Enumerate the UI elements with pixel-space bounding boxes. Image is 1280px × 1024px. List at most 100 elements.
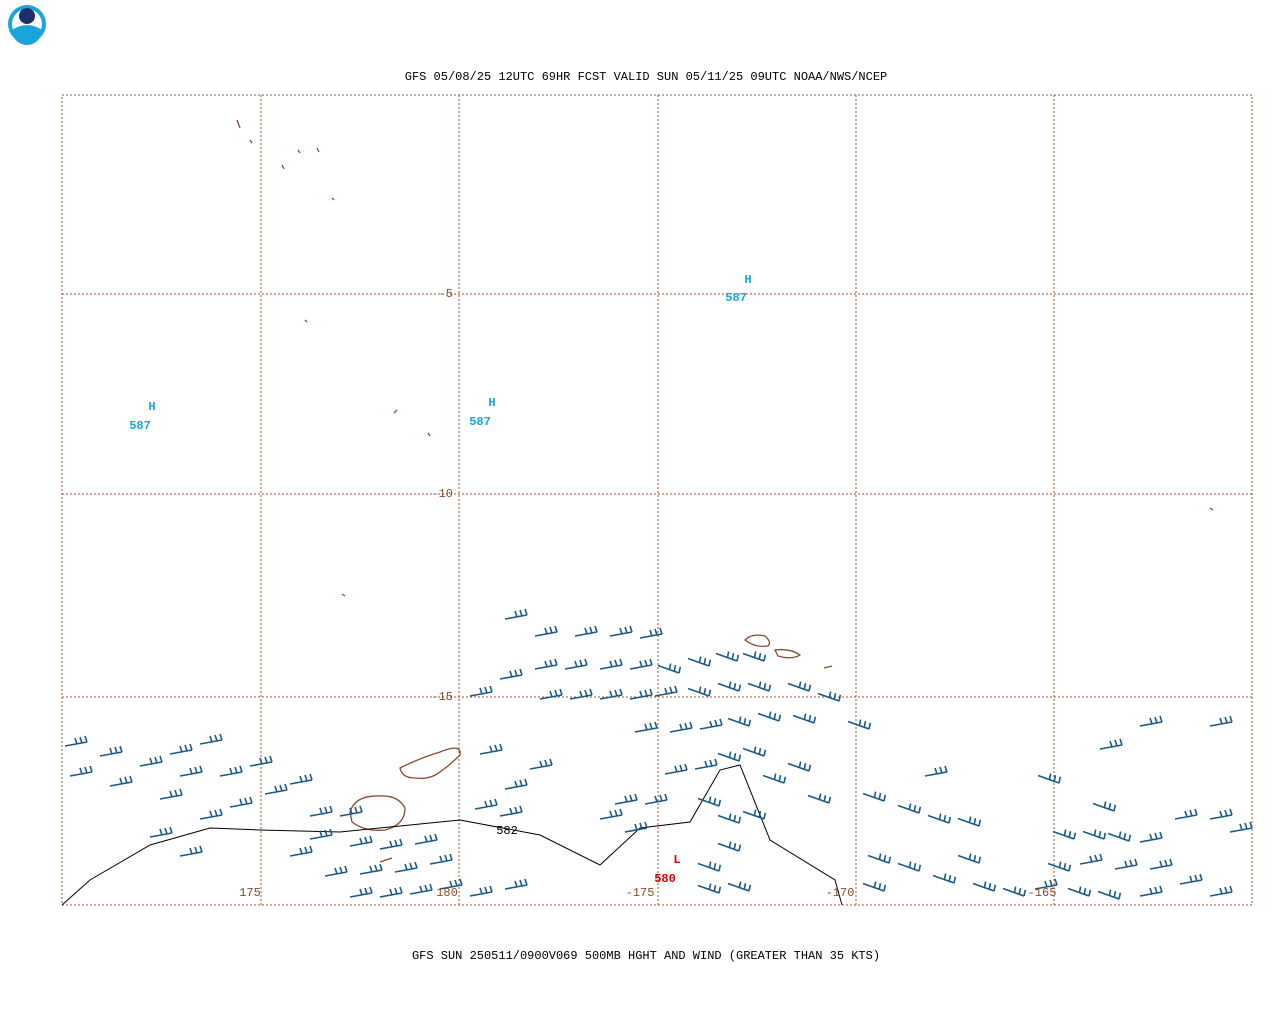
barb-shape [359, 863, 383, 875]
wind-barb [699, 718, 723, 730]
wind-barb [139, 755, 163, 767]
wind-barb [1082, 829, 1107, 840]
wind-barb [109, 775, 133, 787]
barb-shape [289, 773, 313, 785]
barb-shape [574, 625, 598, 637]
wind-barb [359, 863, 383, 875]
barb-shape [439, 878, 463, 890]
barb-shape [1149, 858, 1173, 870]
wind-barb [624, 821, 648, 833]
wind-barb [747, 681, 772, 692]
barb-shape [534, 658, 558, 670]
barb-shape [654, 685, 678, 697]
wind-barb [697, 883, 722, 894]
barb-shape [742, 746, 767, 757]
wind-barb [1114, 858, 1138, 870]
pressure-center-value: 587 [725, 291, 747, 305]
barb-shape [862, 791, 887, 802]
wind-barb [694, 758, 718, 770]
barb-shape [639, 627, 663, 639]
pressure-center-label: H [488, 396, 495, 410]
barb-shape [669, 721, 693, 733]
barb-shape [787, 761, 812, 772]
barb-shape [747, 681, 772, 692]
wind-barb [534, 625, 558, 637]
wind-barb [897, 803, 922, 814]
wind-barb [564, 658, 588, 670]
wind-barb [614, 793, 638, 805]
wind-barb [149, 826, 173, 838]
wind-barb [504, 778, 528, 790]
barb-shape [499, 805, 523, 817]
longitude-label: 180 [436, 886, 458, 900]
contour-label: 582 [496, 824, 518, 838]
barb-shape [309, 805, 333, 817]
wind-barb [469, 885, 493, 897]
wind-barb [309, 828, 333, 840]
barb-shape [1097, 889, 1122, 900]
wind-barb [762, 773, 787, 784]
barb-shape [349, 835, 373, 847]
barb-shape [264, 783, 288, 795]
barb-shape [757, 711, 782, 722]
barb-shape [1139, 715, 1163, 727]
barb-shape [847, 719, 872, 730]
barb-shape [599, 658, 623, 670]
wind-barb [1107, 831, 1132, 842]
wind-barb [687, 656, 712, 667]
barb-shape [569, 688, 593, 700]
barb-shape [199, 808, 223, 820]
barb-shape [715, 651, 740, 662]
wind-barb [717, 681, 742, 692]
wind-barb [349, 835, 373, 847]
barb-shape [64, 735, 88, 747]
wind-barb [657, 663, 682, 674]
coastlines [236, 119, 1214, 863]
wind-barb [229, 796, 253, 808]
barb-shape [169, 743, 193, 755]
pressure-center-label: H [744, 273, 751, 287]
barb-shape [762, 773, 787, 784]
wind-barb [757, 711, 782, 722]
barb-shape [534, 625, 558, 637]
barb-shape [309, 828, 333, 840]
wind-barb [569, 688, 593, 700]
wind-barb [1149, 858, 1173, 870]
wind-barb [474, 798, 498, 810]
barb-shape [614, 793, 638, 805]
wind-barb [379, 838, 403, 850]
wind-barb [924, 765, 948, 777]
barb-shape [1082, 829, 1107, 840]
wind-barb [169, 743, 193, 755]
barb-shape [972, 881, 997, 892]
barb-shape [1092, 801, 1117, 812]
wind-barb [599, 688, 623, 700]
wind-barb [742, 809, 767, 820]
pressure-center-value: 580 [654, 872, 676, 886]
barb-shape [1047, 861, 1072, 872]
barb-shape [717, 751, 742, 762]
wind-barb [1209, 808, 1233, 820]
barb-shape [897, 861, 922, 872]
pressure-center-label: L [673, 853, 680, 867]
barb-shape [657, 663, 682, 674]
barb-shape [414, 833, 438, 845]
wind-barb [609, 625, 633, 637]
wind-barb [504, 608, 528, 620]
longitude-label: -170 [826, 886, 855, 900]
wind-barb [664, 763, 688, 775]
barb-shape [687, 686, 712, 697]
barb-shape [179, 765, 203, 777]
wind-barb [629, 658, 653, 670]
barb-shape [634, 721, 658, 733]
barb-shape [1114, 858, 1138, 870]
wind-barb [339, 805, 363, 817]
barb-shape [897, 803, 922, 814]
wind-barb [479, 743, 503, 755]
barb-shape [717, 841, 742, 852]
wind-barb [99, 745, 123, 757]
wind-barb [1052, 829, 1077, 840]
barb-shape [957, 816, 982, 827]
barb-shape [409, 883, 433, 895]
